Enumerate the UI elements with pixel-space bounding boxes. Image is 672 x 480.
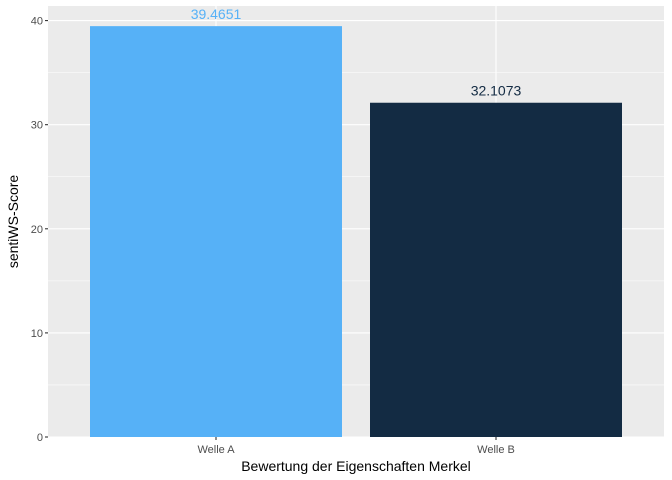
y-tick-label: 30: [31, 120, 43, 132]
x-axis: Welle A Welle B: [197, 437, 515, 456]
bars: [90, 26, 622, 437]
y-tick-label: 20: [31, 224, 43, 236]
bar-value-labels: 39.4651 32.1073: [191, 6, 522, 99]
y-axis: 0 10 20 30 40: [31, 16, 48, 444]
bar-welle-a: [90, 26, 342, 437]
x-tick-label: Welle A: [197, 444, 235, 456]
bar-welle-b: [370, 102, 622, 437]
y-tick-label: 10: [31, 328, 43, 340]
y-tick-label: 40: [31, 16, 43, 28]
bar-value-label: 39.4651: [191, 6, 242, 22]
y-tick-label: 0: [37, 432, 43, 444]
y-axis-title: sentiWS-Score: [5, 175, 21, 269]
x-tick-label: Welle B: [477, 444, 515, 456]
bar-value-label: 32.1073: [471, 83, 522, 99]
x-axis-title: Bewertung der Eigenschaften Merkel: [241, 458, 471, 474]
